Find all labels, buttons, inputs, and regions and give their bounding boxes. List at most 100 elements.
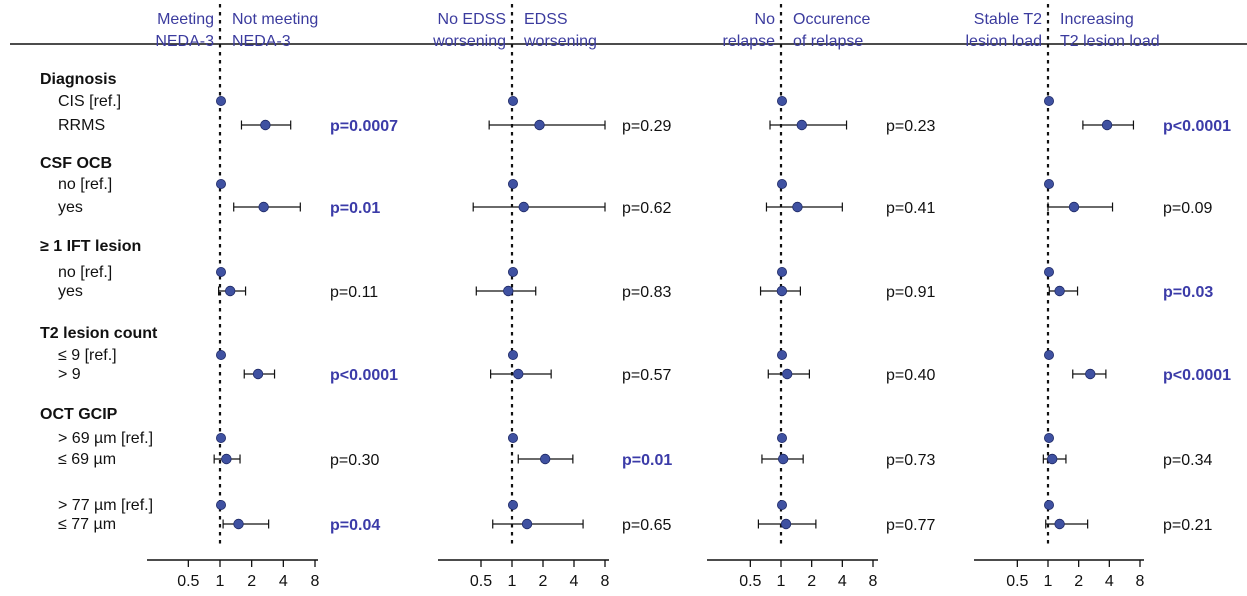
reference-point [507,178,518,189]
odds-ratio-point [781,368,793,380]
row-label: RRMS [58,117,105,134]
reference-point [215,349,226,360]
row-label: > 9 [58,366,81,383]
p-value-label: p<0.0001 [1163,118,1231,135]
reference-point [1044,178,1055,189]
panel-left-header: relapse [723,33,776,50]
reference-point [215,266,226,277]
x-tick-label: 0.5 [739,573,761,590]
odds-ratio-point [796,119,807,131]
x-tick-label: 8 [869,573,878,590]
panel-left-header: Meeting [157,11,214,28]
p-value-label: p=0.34 [1163,452,1212,469]
row-label: > 77 µm [ref.] [58,497,153,514]
reference-point [215,178,226,189]
row-label: ≤ 69 µm [58,451,116,468]
p-value-label: p=0.91 [886,284,935,301]
x-tick-label: 8 [311,573,320,590]
p-value-label: p=0.23 [886,118,935,135]
p-value-label: p=0.01 [622,452,672,469]
p-value-label: p=0.09 [1163,200,1212,217]
odds-ratio-point [503,285,514,297]
odds-ratio-point [1085,368,1096,380]
x-tick-label: 1 [216,573,225,590]
reference-point [507,266,518,277]
forest-panel-3: No relapse Occurence of relapse 0.5 1 2 4 8 p=0.2… [707,4,935,590]
x-tick-label: 2 [1074,573,1083,590]
x-tick-label: 1 [508,573,517,590]
row-label: > 69 µm [ref.] [58,430,153,447]
reference-point [777,432,788,443]
odds-ratio-point [780,518,792,530]
x-tick-label: 4 [1105,573,1114,590]
forest-panel-4: Stable T2 lesion load Increasing T2 lesion … [966,4,1231,590]
group-label: T2 lesion count [40,325,158,342]
odds-ratio-point [260,119,271,131]
reference-point [1044,349,1055,360]
odds-ratio-point [221,453,232,465]
reference-point [777,178,788,189]
reference-point [507,432,518,443]
row-label: yes [58,283,83,300]
p-value-label: p<0.0001 [330,367,398,384]
x-tick-label: 2 [807,573,816,590]
panel-right-header: Increasing [1060,11,1134,28]
p-value-label: p=0.21 [1163,517,1212,534]
reference-point [507,349,518,360]
panel-right-header: of relapse [793,33,863,50]
odds-ratio-point [792,201,803,213]
panel-left-header: No [755,11,776,28]
odds-ratio-point [252,368,264,380]
p-value-label: p=0.03 [1163,284,1213,301]
panel-left-header: NEDA-3 [155,33,214,50]
reference-point [215,432,226,443]
panel-right-header: EDSS [524,11,568,28]
odds-ratio-point [1047,453,1058,465]
panel-right-header: T2 lesion load [1060,33,1160,50]
panel-left-header: lesion load [966,33,1043,50]
reference-point [777,349,788,360]
panel-right-header: worsening [523,33,597,50]
p-value-label: p=0.62 [622,200,671,217]
p-value-label: p=0.41 [886,200,935,217]
p-value-label: p=0.65 [622,517,671,534]
reference-point [507,96,518,107]
odds-ratio-point [513,368,524,380]
x-tick-label: 8 [1136,573,1145,590]
p-value-label: p=0.57 [622,367,671,384]
group-label: OCT GCIP [40,406,118,423]
odds-ratio-point [777,453,789,465]
p-value-label: p=0.83 [622,284,671,301]
reference-point [1044,499,1055,510]
odds-ratio-point [224,285,236,297]
reference-point [215,499,226,510]
row-label: CIS [ref.] [58,93,121,110]
odds-ratio-point [518,201,529,213]
odds-ratio-point [539,453,551,465]
forest-panel-1: Meeting NEDA-3 Not meeting NEDA-3 0.5 1 2 4 8 p=0… [147,4,398,590]
reference-point [215,96,226,107]
odds-ratio-point [1054,518,1065,530]
odds-ratio-point [233,518,244,530]
x-tick-label: 0.5 [470,573,492,590]
p-value-label: p=0.40 [886,367,935,384]
p-value-label: p=0.0007 [330,118,398,135]
x-tick-label: 4 [570,573,579,590]
reference-point [777,499,788,510]
p-value-label: p=0.30 [330,452,379,469]
reference-point [507,499,518,510]
panel-right-header: NEDA-3 [232,33,291,50]
odds-ratio-point [534,119,545,131]
odds-ratio-point [776,285,788,297]
group-label: Diagnosis [40,71,117,88]
row-label: ≤ 77 µm [58,516,116,533]
row-label: no [ref.] [58,264,112,281]
x-tick-label: 8 [601,573,610,590]
reference-point [1044,266,1055,277]
panel-right-header: Occurence [793,11,870,28]
p-value-label: p=0.73 [886,452,935,469]
forest-panel-2: No EDSS worsening EDSS worsening 0.5 1 2 4 8 p=0.… [432,4,672,590]
x-tick-label: 0.5 [177,573,199,590]
p-value-label: p=0.11 [330,284,378,301]
